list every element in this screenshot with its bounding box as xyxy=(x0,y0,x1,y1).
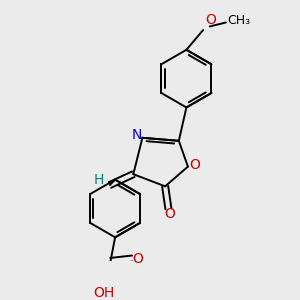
Text: OH: OH xyxy=(93,286,115,300)
Text: H: H xyxy=(94,173,104,188)
Text: N: N xyxy=(131,128,142,142)
Text: CH₃: CH₃ xyxy=(227,14,250,27)
Text: O: O xyxy=(189,158,200,172)
Text: O: O xyxy=(206,13,216,27)
Text: O: O xyxy=(132,251,143,266)
Text: O: O xyxy=(164,207,175,221)
